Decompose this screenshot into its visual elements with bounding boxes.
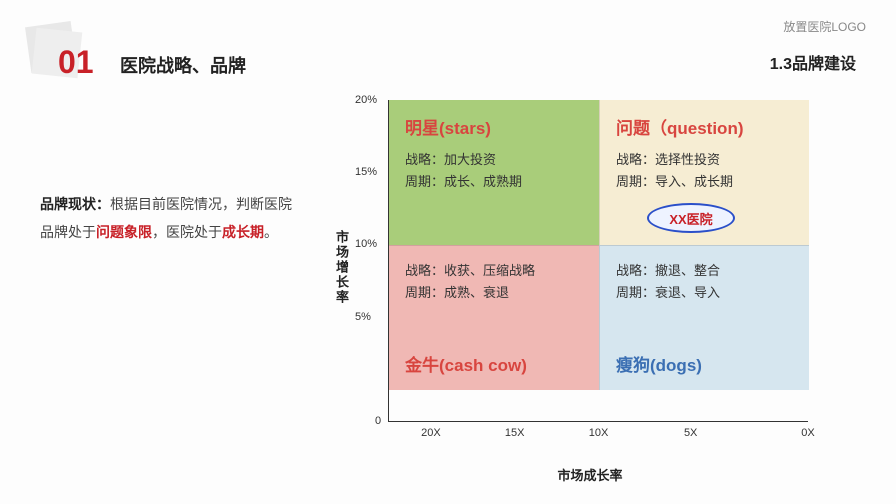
quadrant-strategy: 战略：选择性投资 xyxy=(616,149,793,171)
quadrant-title: 明星(stars) xyxy=(405,114,583,139)
quadrant-strategy: 战略：加大投资 xyxy=(405,149,583,171)
quadrant-dogs: 战略：撤退、整合 周期：衰退、导入 瘦狗(dogs) xyxy=(599,245,809,390)
quadrant-title: 问题（question) xyxy=(616,114,793,139)
logo-placeholder: 放置医院LOGO xyxy=(783,18,866,35)
x-tick: 15X xyxy=(505,427,525,439)
quadrant-strategy: 战略：撤退、整合 xyxy=(616,260,793,282)
brand-status-highlight-2: 成长期 xyxy=(222,224,264,240)
y-tick: 15% xyxy=(355,166,377,178)
quadrant-grid: 明星(stars) 战略：加大投资 周期：成长、成熟期 问题（question)… xyxy=(389,100,809,390)
y-tick: 10% xyxy=(355,238,377,250)
x-tick: 10X xyxy=(589,427,609,439)
quadrant-cycle: 周期：成长、成熟期 xyxy=(405,171,583,193)
quadrant-cycle: 周期：衰退、导入 xyxy=(616,282,793,304)
quadrant-cycle: 周期：导入、成长期 xyxy=(616,171,793,193)
subsection-title: 1.3品牌建设 xyxy=(770,50,856,74)
y-tick: 5% xyxy=(355,311,371,323)
chart-area: 20% 15% 10% 5% 0 20X 15X 10X 5X 0X 明星(st… xyxy=(388,100,808,422)
x-axis-label: 市场成长率 xyxy=(360,465,820,484)
x-tick: 5X xyxy=(684,427,697,439)
quadrant-title: 金牛(cash cow) xyxy=(405,351,583,376)
quadrant-cycle: 周期：成熟、衰退 xyxy=(405,282,583,304)
brand-status-highlight-1: 问题象限 xyxy=(96,224,152,240)
x-tick: 20X xyxy=(421,427,441,439)
bcg-matrix: 市场增长率 20% 15% 10% 5% 0 20X 15X 10X 5X 0X… xyxy=(360,100,820,480)
brand-status-label: 品牌现状： xyxy=(40,196,110,212)
quadrant-title: 瘦狗(dogs) xyxy=(616,351,793,376)
brand-status-text-3: 。 xyxy=(264,224,278,240)
hospital-marker-label: XX医院 xyxy=(669,209,712,228)
hospital-marker: XX医院 xyxy=(647,203,735,233)
quadrant-cashcow: 战略：收获、压缩战略 周期：成熟、衰退 金牛(cash cow) xyxy=(389,245,599,390)
section-number: 01 xyxy=(58,44,94,81)
y-tick: 20% xyxy=(355,94,377,106)
quadrant-strategy: 战略：收获、压缩战略 xyxy=(405,260,583,282)
x-tick: 0X xyxy=(801,427,814,439)
brand-status-text-2: ，医院处于 xyxy=(152,224,222,240)
quadrant-stars: 明星(stars) 战略：加大投资 周期：成长、成熟期 xyxy=(389,100,599,245)
brand-status-paragraph: 品牌现状：根据目前医院情况，判断医院品牌处于问题象限，医院处于成长期。 xyxy=(40,190,300,246)
section-title: 医院战略、品牌 xyxy=(120,52,246,78)
y-tick: 0 xyxy=(375,415,381,427)
y-axis-label: 市场增长率 xyxy=(332,230,351,305)
